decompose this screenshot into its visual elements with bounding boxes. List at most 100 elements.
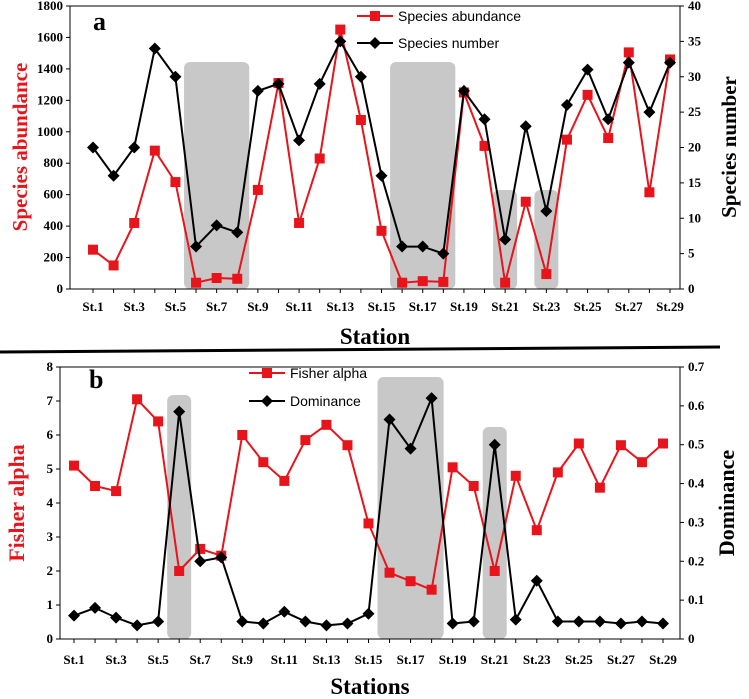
species-number-point bbox=[190, 240, 203, 253]
fisher-alpha-point bbox=[132, 394, 143, 405]
dominance-point bbox=[446, 617, 459, 630]
panel-b-series bbox=[68, 392, 669, 632]
panel-a-right-axis-ticks: 0 5 10 15 20 25 30 35 40 bbox=[680, 0, 702, 296]
right-tick-label: 5 bbox=[688, 246, 695, 261]
left-tick-label: 800 bbox=[44, 155, 64, 170]
fisher-alpha-point bbox=[405, 576, 416, 587]
x-tick-label: St.13 bbox=[326, 299, 354, 314]
panel-a-right-axis-label: Species number bbox=[717, 76, 741, 218]
left-tick-label: 8 bbox=[47, 359, 54, 374]
left-tick-label: 3 bbox=[47, 529, 54, 544]
right-tick-label: 0 bbox=[688, 631, 695, 646]
right-tick-label: 0.4 bbox=[688, 476, 705, 491]
species-abundance-point bbox=[603, 133, 614, 144]
legend-marker-species-number bbox=[369, 37, 381, 49]
x-tick-label: St.11 bbox=[286, 299, 313, 314]
dominance-point bbox=[68, 609, 80, 622]
panel-b-letter: b bbox=[89, 365, 103, 394]
legend-marker-dominance bbox=[261, 395, 273, 407]
panel-b-right-axis-label: Dominance bbox=[714, 450, 739, 557]
species-abundance-line bbox=[92, 29, 671, 284]
fisher-alpha-point bbox=[636, 457, 647, 468]
legend-label-species-abundance: Species abundance bbox=[398, 8, 521, 24]
x-tick-label: St.15 bbox=[368, 299, 396, 314]
fisher-alpha-point bbox=[153, 416, 164, 427]
dominance-point bbox=[614, 617, 627, 630]
species-number-point bbox=[499, 233, 512, 246]
fisher-alpha-point bbox=[384, 567, 395, 578]
species-number-line bbox=[92, 39, 671, 255]
species-number-point bbox=[643, 106, 656, 119]
fisher-alpha-point bbox=[426, 584, 437, 595]
species-abundance-point bbox=[500, 277, 511, 288]
species-abundance-point bbox=[438, 276, 449, 287]
x-tick-label: St.17 bbox=[397, 652, 425, 667]
species-abundance-point bbox=[623, 47, 634, 58]
dominance-point bbox=[341, 617, 354, 630]
fisher-alpha-point bbox=[447, 462, 458, 473]
dominance-line bbox=[73, 397, 664, 627]
species-number-point bbox=[457, 84, 470, 97]
species-number-point bbox=[437, 247, 450, 260]
left-tick-label: 1400 bbox=[37, 61, 63, 76]
dominance-point bbox=[89, 601, 102, 614]
right-tick-label: 0.6 bbox=[688, 398, 705, 413]
dominance-point bbox=[425, 392, 438, 405]
species-abundance-point bbox=[541, 269, 552, 280]
dominance-point bbox=[215, 551, 228, 564]
legend-label-dominance: Dominance bbox=[290, 393, 361, 409]
x-tick-label: St.23 bbox=[523, 652, 551, 667]
fisher-alpha-point bbox=[321, 419, 332, 430]
species-abundance-point bbox=[355, 114, 366, 125]
x-tick-label: St.7 bbox=[206, 299, 228, 314]
left-tick-label: 400 bbox=[44, 218, 64, 233]
panel-a: 0 200 400 600 800 1000 1200 1400 1600 1800 0 5 10 15… bbox=[8, 0, 741, 349]
x-tick-label: St.27 bbox=[615, 299, 643, 314]
species-number-point bbox=[251, 84, 264, 97]
species-abundance-point bbox=[170, 177, 181, 188]
x-tick-label: St.9 bbox=[232, 652, 254, 667]
fisher-alpha-point bbox=[489, 566, 500, 576]
left-tick-label: 0 bbox=[57, 281, 64, 296]
panel-b-legend: Fisher alpha Dominance bbox=[249, 365, 367, 409]
left-tick-label: 5 bbox=[47, 461, 54, 476]
species-number-point bbox=[169, 70, 182, 83]
left-tick-label: 6 bbox=[47, 427, 54, 442]
right-tick-label: 0.3 bbox=[688, 514, 705, 529]
dominance-point bbox=[593, 615, 606, 628]
species-number-point bbox=[354, 70, 367, 83]
dominance-point bbox=[509, 613, 522, 626]
fisher-alpha-point bbox=[279, 475, 290, 486]
x-tick-label: St.9 bbox=[247, 299, 269, 314]
x-tick-label: St.3 bbox=[124, 299, 146, 314]
species-number-point bbox=[478, 113, 491, 126]
panel-separator bbox=[0, 345, 721, 354]
left-tick-label: 2 bbox=[47, 563, 54, 578]
dominance-point bbox=[173, 405, 186, 418]
x-tick-label: St.15 bbox=[355, 652, 383, 667]
panel-a-legend: Species abundance Species number bbox=[357, 8, 521, 51]
right-tick-label: 40 bbox=[688, 0, 701, 13]
panel-a-letter: a bbox=[93, 7, 106, 36]
species-abundance-point bbox=[149, 145, 160, 156]
left-tick-label: 1200 bbox=[37, 92, 63, 107]
panel-b-left-axis-label: Fisher alpha bbox=[4, 444, 29, 562]
dominance-point bbox=[131, 619, 144, 632]
legend-marker-species-abundance bbox=[370, 11, 380, 21]
fisher-alpha-point bbox=[615, 440, 626, 451]
dominance-point bbox=[299, 615, 312, 628]
panel-a-x-axis-ticks: St.1 St.3 St.5 St.7 St.9 St.11 St.13 St.15 St.17… bbox=[82, 289, 684, 314]
panel-b-x-axis-label: Stations bbox=[330, 674, 409, 699]
right-tick-label: 0.1 bbox=[688, 592, 704, 607]
species-number-point bbox=[313, 77, 326, 90]
left-tick-label: 1800 bbox=[37, 0, 63, 13]
dominance-point bbox=[320, 619, 333, 632]
x-tick-label: St.29 bbox=[656, 299, 684, 314]
species-abundance-point bbox=[232, 273, 243, 284]
left-tick-label: 1 bbox=[47, 597, 54, 612]
species-number-point bbox=[622, 56, 635, 69]
x-tick-label: St.7 bbox=[190, 652, 212, 667]
species-abundance-point bbox=[108, 260, 119, 271]
left-tick-label: 4 bbox=[47, 495, 54, 510]
fisher-alpha-point bbox=[69, 460, 79, 471]
